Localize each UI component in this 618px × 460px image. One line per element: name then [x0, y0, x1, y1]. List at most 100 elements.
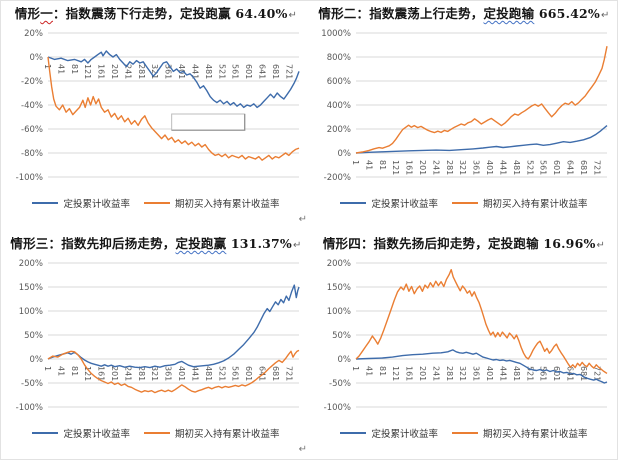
title-text: 情形	[14, 6, 41, 21]
x-tick-label: 721	[284, 366, 293, 381]
chart-title-scenario-2: 情形二：指数震荡上行走势，定投跑输 665.42%↵	[313, 3, 615, 25]
series-line-buyhold	[355, 268, 608, 374]
series-line-buyhold	[47, 349, 300, 394]
y-tick-label: 50%	[24, 331, 43, 341]
x-tick-label: 641	[565, 160, 574, 175]
x-tick-label: 561	[539, 366, 548, 381]
legend-line-sample-orange	[452, 432, 478, 434]
y-tick-label: 600%	[327, 77, 351, 87]
title-text: ：指数震荡下行走势，定投跑赢 64.40%	[52, 6, 288, 21]
x-tick-label: 121	[83, 366, 92, 381]
x-tick-label: 241	[431, 160, 440, 175]
y-tick-label: -100%	[324, 403, 351, 413]
y-tick-label: 150%	[19, 283, 43, 293]
x-tick-label: 201	[110, 366, 119, 381]
x-tick-label: 521	[217, 366, 226, 381]
legend-label: 期初买入持有累计收益率	[175, 429, 280, 440]
legend-item-buyhold: 期初买入持有累计收益率	[452, 196, 588, 210]
y-tick-label: 0%	[338, 149, 352, 159]
chart-panel-scenario-4: 情形四：指数先扬后抑走势，定投跑输 16.96%↵ 200% 150% 100% 50…	[313, 233, 615, 459]
x-tick-label: 41	[56, 366, 65, 376]
chart-title-scenario-1: 情形一：指数震荡下行走势，定投跑赢 64.40%↵	[5, 3, 307, 25]
x-tick-label: 241	[123, 64, 132, 79]
title-text: 665.42%	[534, 6, 600, 21]
legend-line-sample-orange	[144, 202, 170, 204]
series-line-dca	[47, 284, 300, 369]
series-line-dca	[47, 50, 300, 109]
chart-legend: 定投累计收益率 期初买入持有累计收益率	[313, 425, 615, 441]
y-tick-label: 200%	[327, 259, 351, 269]
y-tick-label: -40%	[21, 101, 43, 111]
x-tick-label: 521	[525, 366, 534, 381]
x-tick-label: 601	[244, 64, 253, 79]
x-tick-label: 561	[231, 366, 240, 381]
legend-line-sample-blue	[340, 432, 367, 434]
chart-legend: 定投累计收益率 期初买入持有累计收益率	[313, 195, 615, 211]
x-tick-label: 281	[445, 160, 454, 175]
title-text-blue-wavy: 定投跑输	[483, 6, 535, 21]
legend-line-sample-orange	[452, 202, 478, 204]
legend-label: 定投累计收益率	[371, 199, 438, 210]
x-tick-label: 681	[579, 366, 588, 381]
x-tick-label: 481	[512, 366, 521, 381]
x-tick-label: 41	[56, 64, 65, 74]
y-tick-label: -20%	[21, 77, 43, 87]
x-tick-label: 1	[43, 366, 52, 371]
x-tick-label: 721	[284, 64, 293, 79]
x-tick-label: 681	[271, 366, 280, 381]
x-tick-label: 81	[70, 366, 79, 376]
x-tick-label: 121	[83, 64, 92, 79]
x-tick-label: 721	[592, 160, 601, 175]
y-tick-label: 400%	[327, 101, 351, 111]
x-tick-label: 641	[257, 366, 266, 381]
chart-legend: 定投累计收益率 期初买入持有累计收益率	[5, 425, 307, 441]
y-tick-label: -200%	[324, 173, 351, 183]
x-tick-label: 201	[418, 366, 427, 381]
line-chart-scenario-3: 200% 150% 100% 50% 0% -50% -100% 1 41 81 121 161 201…	[16, 259, 300, 413]
x-tick-label: 441	[498, 160, 507, 175]
y-tick-label: -50%	[329, 379, 351, 389]
paragraph-return-mark: ↵	[288, 10, 298, 21]
title-text: 情形二：指数震荡上行走势，	[318, 6, 484, 21]
y-tick-label: 100%	[19, 307, 43, 317]
legend-label: 期初买入持有累计收益率	[483, 199, 588, 210]
x-tick-label: 521	[525, 160, 534, 175]
annotation-box-shadow-edge	[171, 114, 246, 131]
x-tick-label: 321	[458, 160, 467, 175]
legend-item-dca: 定投累计收益率	[32, 426, 130, 440]
x-tick-label: 281	[445, 366, 454, 381]
x-tick-label: 121	[391, 160, 400, 175]
legend-item-buyhold: 期初买入持有累计收益率	[144, 426, 280, 440]
legend-item-dca: 定投累计收益率	[32, 196, 130, 210]
y-tick-label: 200%	[19, 259, 43, 269]
x-tick-label: 601	[552, 366, 561, 381]
x-tick-label: 401	[485, 366, 494, 381]
title-text: 定投跑输 16.96%	[487, 236, 596, 251]
chart-title-scenario-3: 情形三：指数先抑后扬走势，定投跑赢 131.37%↵	[5, 233, 307, 255]
x-tick-label: 681	[579, 160, 588, 175]
x-tick-label: 201	[110, 64, 119, 79]
x-tick-label: 161	[97, 64, 106, 79]
series-line-dca	[355, 125, 608, 154]
paragraph-return-mark: ↵	[298, 444, 307, 455]
x-tick-label: 641	[257, 64, 266, 79]
legend-label: 定投累计收益率	[63, 429, 130, 440]
title-text: 情形四：指数先扬后抑走势，	[322, 236, 488, 251]
x-tick-label: 201	[418, 160, 427, 175]
y-tick-label: 200%	[327, 125, 351, 135]
legend-line-sample-blue	[32, 202, 59, 204]
y-tick-label: 150%	[327, 283, 351, 293]
y-tick-label: 800%	[327, 53, 351, 63]
line-chart-scenario-1: 20% 0% -20% -40% -60% -80% -100% 1 41 81 121 161 201…	[16, 29, 300, 183]
x-tick-label: 561	[539, 160, 548, 175]
paragraph-return-mark: ↵	[298, 214, 307, 225]
legend-line-sample-orange	[144, 432, 170, 434]
legend-item-dca: 定投累计收益率	[340, 426, 438, 440]
y-tick-label: 100%	[327, 307, 351, 317]
x-tick-label: 441	[190, 64, 199, 79]
x-tick-label: 521	[217, 64, 226, 79]
x-tick-label: 121	[391, 366, 400, 381]
x-tick-label: 81	[378, 366, 387, 376]
x-tick-label: 161	[405, 366, 414, 381]
